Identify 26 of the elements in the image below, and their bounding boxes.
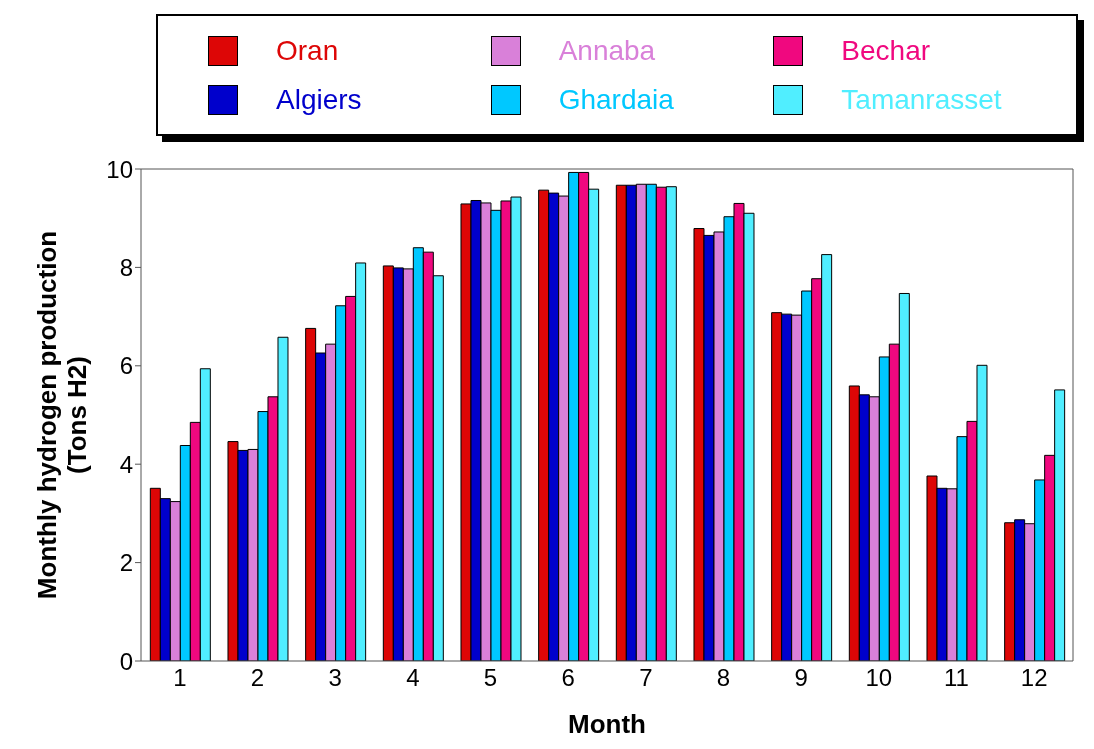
x-tick-label: 2: [250, 664, 265, 692]
legend-label: Bechar: [841, 34, 931, 67]
x-tick-label: 3: [328, 664, 342, 692]
x-tick-label: 9: [794, 664, 808, 692]
x-tick-label: 1: [173, 664, 187, 692]
legend-label: Annaba: [558, 34, 656, 67]
x-tick-label: 11: [944, 664, 969, 692]
y-tick-label: 10: [106, 155, 133, 183]
y-tick-label: 4: [119, 450, 133, 478]
y-tick-label: 0: [119, 647, 133, 675]
legend-label: Algiers: [276, 83, 362, 116]
y-axis-title: Monthly hydrogen production (Tons H2): [32, 230, 92, 600]
x-axis-title: Month: [568, 709, 646, 739]
x-tick-label: 8: [716, 664, 731, 692]
x-tick-label: 12: [1020, 664, 1048, 692]
legend-label: Oran: [276, 34, 339, 67]
x-tick-label: 6: [561, 664, 575, 692]
x-tick-label: 4: [406, 664, 420, 692]
y-tick-label: 6: [119, 352, 133, 380]
y-tick-label: 2: [119, 549, 133, 577]
legend-label: Tamanrasset: [841, 83, 1002, 116]
y-tick-label: 8: [119, 253, 133, 281]
legend-label: Ghardaia: [558, 83, 674, 116]
x-tick-label: 5: [483, 664, 498, 692]
x-tick-label: 7: [639, 664, 653, 692]
x-tick-label: 10: [865, 664, 893, 692]
